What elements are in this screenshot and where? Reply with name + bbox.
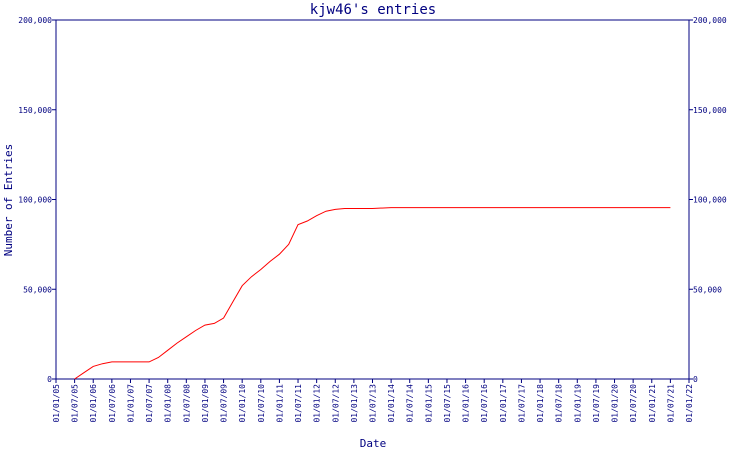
x-tick-label: 01/01/15 <box>424 384 433 423</box>
x-tick-label: 01/07/08 <box>182 384 191 423</box>
x-tick-label: 01/01/12 <box>313 384 322 423</box>
x-tick-label: 01/01/20 <box>611 384 620 423</box>
x-tick-label: 01/01/21 <box>648 384 657 423</box>
x-tick-label: 01/07/18 <box>555 384 564 423</box>
x-tick-label: 01/01/10 <box>238 384 247 423</box>
y-axis-right: 0 50,000 100,000 150,000 200,000 <box>689 16 727 384</box>
x-tick-label: 01/07/14 <box>406 384 415 423</box>
x-tick-label: 01/07/16 <box>480 384 489 423</box>
x-tick-label: 01/07/06 <box>108 384 117 423</box>
x-tick-label: 01/01/13 <box>350 384 359 423</box>
x-tick-label: 01/07/11 <box>294 384 303 423</box>
x-tick-label: 01/07/09 <box>220 384 229 423</box>
x-tick-label: 01/07/13 <box>369 384 378 423</box>
y-tick-label-left: 0 <box>47 375 52 384</box>
x-tick-label: 01/01/17 <box>499 384 508 423</box>
x-axis: 01/01/05 01/07/05 01/01/06 01/07/06 01/01/07… <box>52 379 694 423</box>
y-tick-label-left: 100,000 <box>18 196 52 205</box>
x-tick-label: 01/07/07 <box>145 384 154 423</box>
x-tick-label: 01/07/15 <box>443 384 452 423</box>
x-tick-label: 01/01/08 <box>164 384 173 423</box>
y-tick-label-right: 0 <box>693 375 698 384</box>
y-tick-label-left: 50,000 <box>23 285 52 294</box>
y-tick-label-right: 200,000 <box>693 16 727 25</box>
y-axis-left: 0 50,000 100,000 150,000 200,000 <box>18 16 56 384</box>
x-tick-label: 01/01/18 <box>536 384 545 423</box>
x-axis-label: Date <box>360 437 387 450</box>
y-tick-label-left: 200,000 <box>18 16 52 25</box>
y-axis-label: Number of Entries <box>2 144 15 257</box>
x-tick-label: 01/07/20 <box>629 384 638 423</box>
x-tick-label: 01/01/07 <box>126 384 135 423</box>
x-tick-label: 01/01/16 <box>462 384 471 423</box>
y-tick-label-right: 50,000 <box>693 285 722 294</box>
x-tick-label: 01/07/19 <box>592 384 601 423</box>
x-tick-label: 01/01/11 <box>275 384 284 423</box>
x-tick-label: 01/01/19 <box>573 384 582 423</box>
x-tick-label: 01/01/14 <box>387 384 396 423</box>
chart-title: kjw46's entries <box>310 2 436 18</box>
series-line <box>74 207 671 380</box>
x-tick-label: 01/07/05 <box>71 384 80 423</box>
y-tick-label-right: 150,000 <box>693 106 727 115</box>
plot-frame <box>55 19 690 380</box>
x-tick-label: 01/01/09 <box>201 384 210 423</box>
x-tick-label: 01/01/05 <box>52 384 61 423</box>
x-tick-label: 01/07/10 <box>257 384 266 423</box>
y-tick-label-right: 100,000 <box>693 196 727 205</box>
y-tick-label-left: 150,000 <box>18 106 52 115</box>
x-tick-label: 01/07/17 <box>517 384 526 423</box>
x-tick-label: 01/01/22 <box>685 384 694 423</box>
x-tick-label: 01/01/06 <box>89 384 98 423</box>
x-tick-label: 01/07/12 <box>331 384 340 423</box>
x-tick-label: 01/07/21 <box>666 384 675 423</box>
